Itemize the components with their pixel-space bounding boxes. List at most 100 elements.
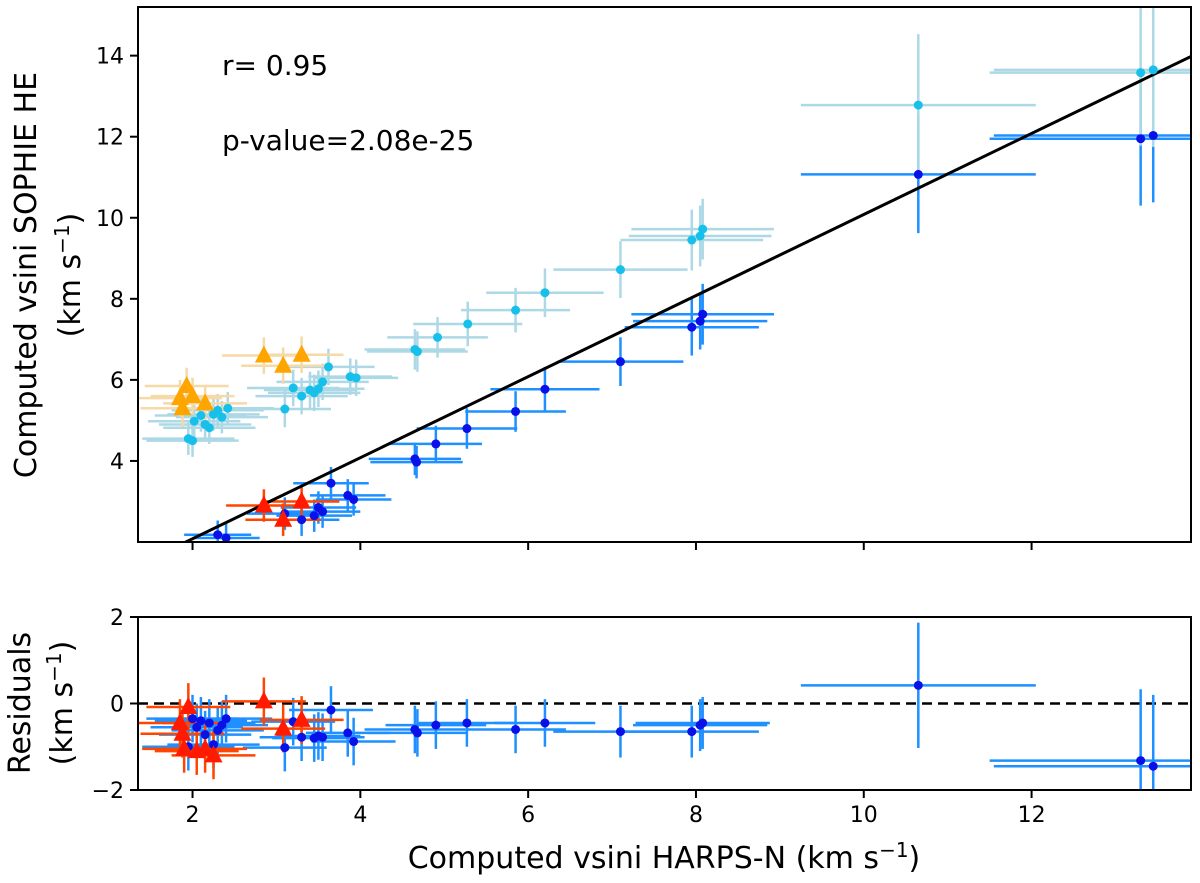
data-point [1148, 65, 1158, 75]
data-point [1136, 134, 1146, 144]
data-point [1148, 130, 1158, 140]
bottom-axes-frame [137, 616, 1192, 791]
x-tick-label: 4 [353, 803, 367, 828]
y-tick-label: 12 [96, 126, 124, 151]
data-point [221, 714, 231, 724]
data-point [280, 743, 290, 753]
data-point [431, 720, 441, 730]
data-point [431, 439, 441, 449]
data-point [913, 169, 923, 179]
data-point [351, 373, 361, 383]
data-point [463, 319, 473, 329]
triangle-data-point [175, 738, 194, 756]
data-point [698, 718, 708, 728]
data-point [297, 391, 307, 401]
data-point [540, 288, 550, 298]
data-point [313, 384, 323, 394]
y-tick-label: 10 [96, 207, 124, 232]
bottom-y-unit-prefix: (km s [45, 682, 80, 765]
bottom-y-axis-label: Residuals [3, 632, 38, 774]
top-series-group [138, 7, 1191, 542]
x-tick-label: 10 [850, 803, 878, 828]
y-tick-label: 0 [110, 693, 124, 718]
triangle-data-point [170, 712, 189, 730]
top-y-axis-unit: (km s−1) [50, 213, 88, 338]
bottom-plot-area [138, 622, 1191, 790]
top-y-axis-label: Computed vsini SOPHIE HE [9, 72, 44, 478]
data-point [217, 720, 227, 730]
bottom-y-axis-unit: (km s−1) [42, 641, 80, 766]
triangle-data-point [254, 691, 273, 709]
data-point [349, 737, 359, 747]
data-point [318, 377, 328, 387]
top-plot-area [138, 7, 1191, 542]
bottom-series-group [138, 622, 1191, 790]
data-point [309, 511, 319, 521]
data-point [615, 265, 625, 275]
data-point [318, 507, 328, 517]
triangle-data-point [196, 393, 215, 411]
data-point [698, 224, 708, 234]
annotation-p-value: p-value=2.08e-25 [222, 124, 474, 157]
triangle-data-point [292, 344, 311, 362]
triangle-data-point [196, 738, 215, 756]
data-point [217, 412, 227, 422]
data-point [196, 411, 206, 421]
data-point [204, 718, 214, 728]
data-point [209, 740, 219, 750]
data-point [695, 231, 705, 241]
data-point [323, 362, 333, 372]
data-point [913, 100, 923, 110]
triangle-data-point [254, 495, 273, 513]
top-panel: 4 6 8 10 12 14 r= 0.95 p-value=2.08e-25 Compu… [9, 6, 1192, 550]
data-point [687, 235, 697, 245]
data-point [189, 416, 199, 426]
data-point [326, 478, 336, 488]
y-tick-label: 8 [110, 288, 124, 313]
data-point [188, 436, 198, 446]
top-y-unit-suffix: ) [53, 213, 88, 225]
data-point [349, 494, 359, 504]
data-point [540, 384, 550, 394]
bottom-ticks: 2 4 6 8 10 12 −2 0 2 [92, 606, 1046, 828]
y-tick-label: 6 [110, 369, 124, 394]
y-tick-label: 4 [110, 450, 124, 475]
data-point [511, 305, 521, 315]
top-ticks: 4 6 8 10 12 14 [96, 45, 1033, 550]
data-point [687, 727, 697, 737]
data-point [412, 728, 422, 738]
data-point [412, 457, 422, 467]
x-tick-label: 2 [186, 803, 200, 828]
data-point [412, 347, 422, 357]
data-point [318, 732, 328, 742]
data-point [1148, 761, 1158, 771]
data-point [343, 728, 353, 738]
bottom-y-unit-exponent: −1 [42, 652, 66, 681]
annotation-r: r= 0.95 [222, 49, 328, 82]
data-point [204, 423, 214, 433]
bottom-panel: 2 4 6 8 10 12−202 Residuals (km s−1) Computed… [3, 606, 1192, 876]
data-point [213, 405, 223, 415]
data-point [188, 714, 198, 724]
data-point [615, 357, 625, 367]
data-point [462, 718, 472, 728]
data-point [913, 680, 923, 690]
top-axes-frame [137, 6, 1192, 543]
data-point [288, 383, 298, 393]
data-point [200, 730, 210, 740]
triangle-data-point [204, 745, 223, 763]
triangle-data-point [274, 718, 293, 736]
data-point [1136, 68, 1146, 78]
data-point [540, 718, 550, 728]
x-tick-label: 6 [521, 803, 535, 828]
triangle-data-point [274, 355, 293, 373]
data-point [221, 533, 231, 542]
triangle-data-point [173, 398, 192, 416]
data-point [326, 705, 336, 715]
x-axis-label: Computed vsini HARPS-N (km s−1) [408, 838, 921, 876]
x-label-prefix: Computed vsini HARPS-N (km s [408, 841, 879, 876]
data-point [297, 732, 307, 742]
data-point [615, 727, 625, 737]
triangle-data-point [292, 709, 311, 727]
